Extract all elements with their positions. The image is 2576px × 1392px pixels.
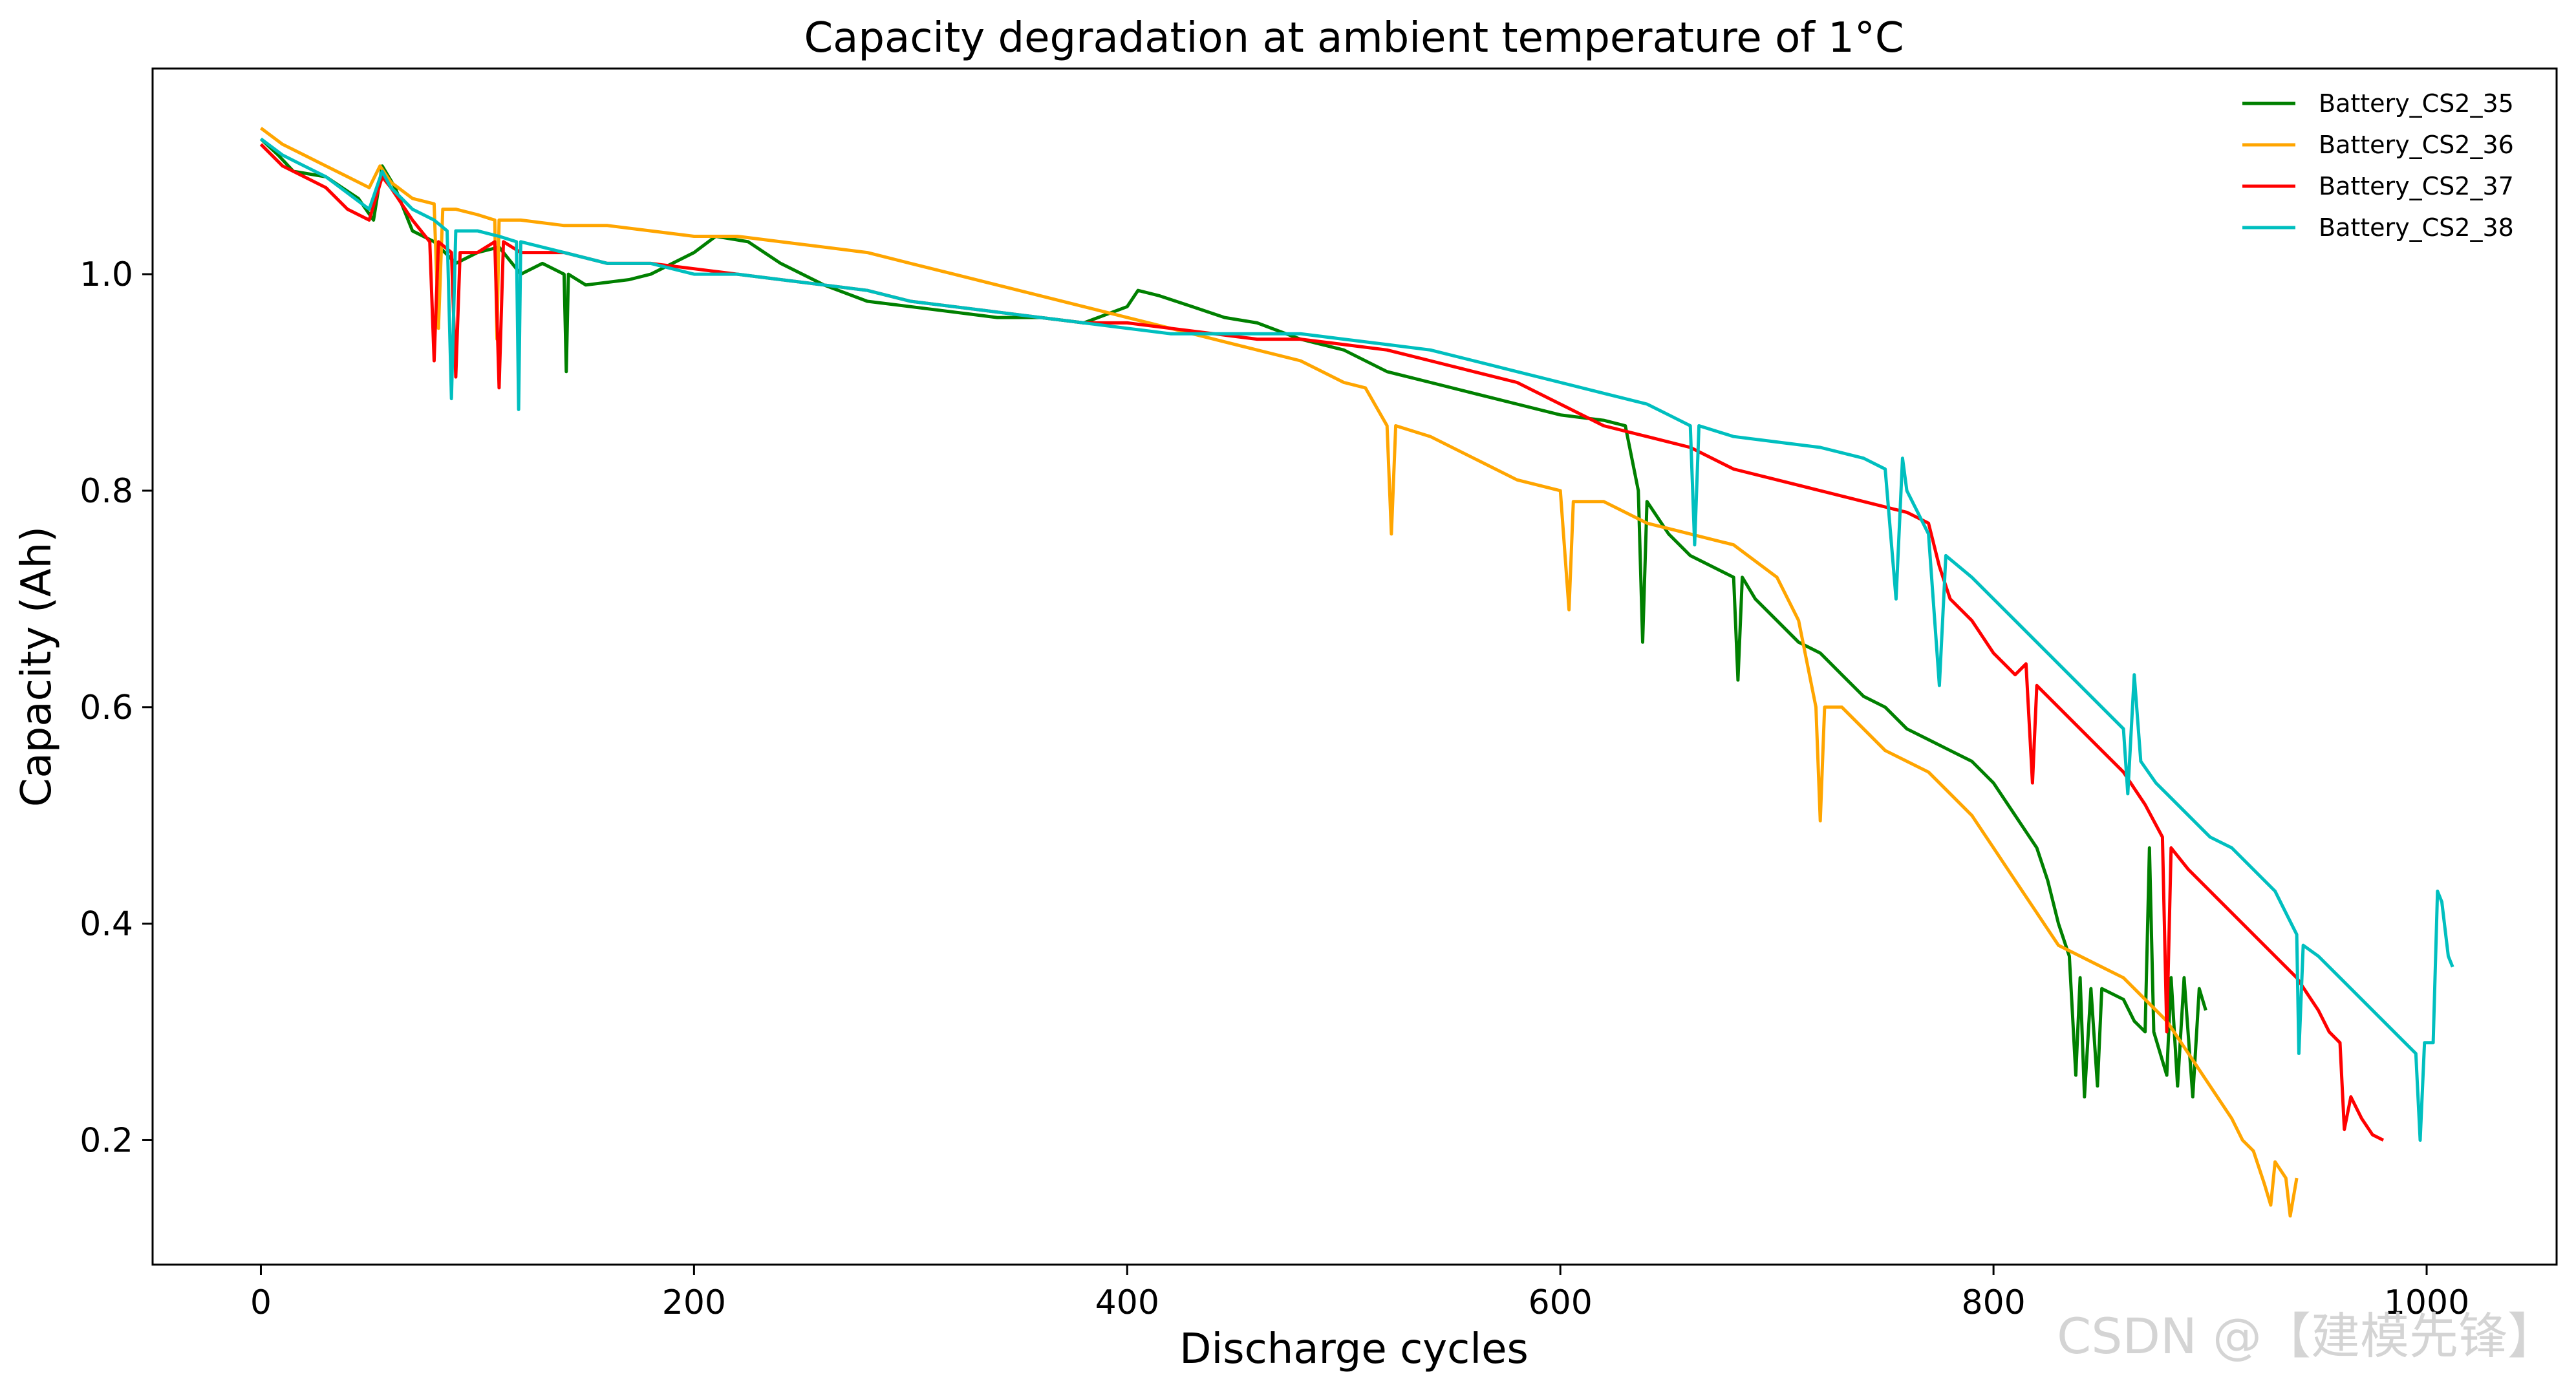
legend-label: Battery_CS2_36: [2319, 131, 2514, 159]
legend-label: Battery_CS2_38: [2319, 213, 2514, 242]
plot-area-frame: [151, 67, 2558, 1266]
series-line-battery-cs2-37: [259, 143, 2385, 1142]
y-axis-label: Capacity (Ah): [13, 526, 61, 807]
x-tick-label: 1000: [2384, 1283, 2469, 1322]
y-tick-label: 0.8: [80, 472, 133, 511]
chart-title: Capacity degradation at ambient temperat…: [804, 14, 1904, 62]
legend-label: Battery_CS2_35: [2319, 89, 2514, 118]
series-lines-layer: [259, 127, 2454, 1218]
x-axis-label: Discharge cycles: [1179, 1325, 1529, 1373]
series-line-battery-cs2-35: [259, 137, 2207, 1098]
y-tick-label: 0.2: [80, 1121, 133, 1160]
x-tick-label: 800: [1961, 1283, 2025, 1322]
x-tick-label: 400: [1095, 1283, 1159, 1322]
y-tick-label: 0.6: [80, 689, 133, 727]
watermark-text: CSDN @【建模先锋】: [2057, 1307, 2557, 1365]
x-tick-label: 0: [250, 1283, 272, 1322]
y-axis-ticks: 0.2 0.4 0.6 0.8 1.0: [80, 255, 153, 1160]
series-line-battery-cs2-36: [260, 127, 2299, 1218]
series-line-battery-cs2-38: [260, 137, 2454, 1142]
y-tick-label: 0.4: [80, 905, 133, 944]
x-tick-label: 600: [1529, 1283, 1593, 1322]
x-tick-label: 200: [662, 1283, 726, 1322]
y-tick-label: 1.0: [80, 255, 133, 294]
legend-label: Battery_CS2_37: [2319, 172, 2514, 200]
x-axis-ticks: 0 200 400 600 800 1000: [250, 1265, 2469, 1322]
legend: Battery_CS2_35 Battery_CS2_36 Battery_CS2_…: [2242, 89, 2514, 242]
